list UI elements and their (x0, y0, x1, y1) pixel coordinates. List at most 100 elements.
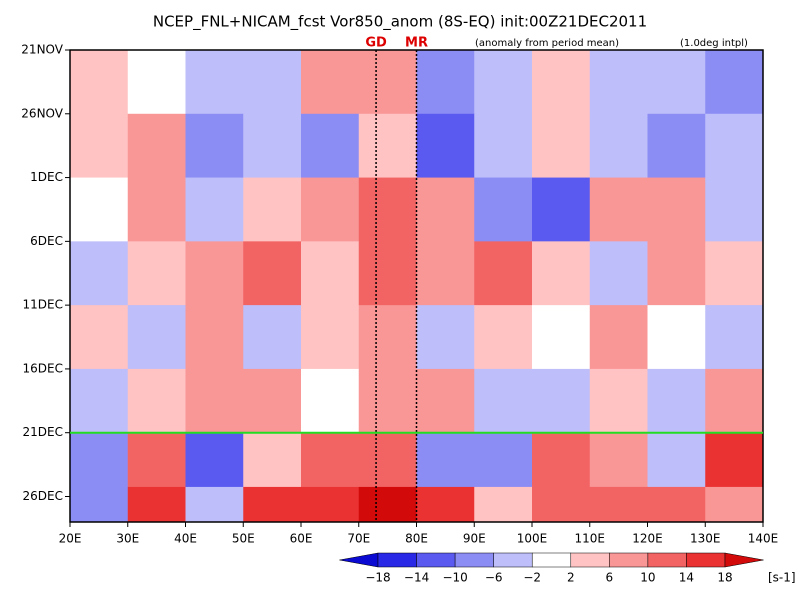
colorbar-label: −2 (523, 571, 541, 585)
x-tick-label: 40E (174, 532, 197, 546)
cell (127, 432, 186, 488)
cell (70, 113, 129, 179)
cell (705, 486, 764, 523)
cell (647, 305, 706, 370)
cell (70, 305, 129, 370)
cell (243, 241, 302, 306)
cell (532, 486, 591, 523)
cell (589, 50, 648, 115)
colorbar-label: 2 (567, 571, 575, 585)
cell (416, 432, 475, 488)
cell (416, 368, 475, 434)
cell (185, 305, 244, 370)
field (70, 50, 764, 523)
cell (243, 368, 302, 434)
y-tick-label: 26NOV (21, 106, 63, 120)
cell (185, 486, 244, 523)
cell (358, 368, 417, 434)
y-tick-label: 16DEC (23, 361, 63, 375)
colorbar-box (570, 552, 610, 568)
cell (70, 368, 129, 434)
y-tick-label: 21NOV (21, 43, 63, 57)
cell (532, 177, 591, 242)
x-tick-label: 120E (632, 532, 663, 546)
x-tick-label: 60E (290, 532, 313, 546)
cell (127, 486, 186, 523)
cell (301, 241, 360, 306)
cell (647, 113, 706, 179)
cell (358, 305, 417, 370)
x-tick-label: 110E (575, 532, 606, 546)
x-tick-label: 30E (116, 532, 139, 546)
colorbar-label: −6 (485, 571, 503, 585)
cell (127, 241, 186, 306)
cell (70, 50, 129, 115)
cell (243, 50, 302, 115)
colorbar-label: 18 (717, 571, 732, 585)
cell (474, 305, 533, 370)
colorbar-box (416, 552, 456, 568)
colorbar-box (377, 552, 417, 568)
cell (243, 113, 302, 179)
cell (185, 368, 244, 434)
colorbar-label: −14 (404, 571, 429, 585)
cell (589, 432, 648, 488)
colorbar-box (647, 552, 687, 568)
colorbar-label: 14 (679, 571, 694, 585)
cell (358, 241, 417, 306)
cell (474, 486, 533, 523)
cell (70, 177, 129, 242)
colorbar-label: 10 (640, 571, 655, 585)
cell (532, 305, 591, 370)
x-tick-label: 140E (748, 532, 779, 546)
cell (416, 241, 475, 306)
cell (185, 177, 244, 242)
cell (647, 368, 706, 434)
colorbar-box (686, 552, 726, 568)
cell (358, 113, 417, 179)
cell (301, 432, 360, 488)
cell (532, 113, 591, 179)
x-tick-label: 130E (690, 532, 721, 546)
cell (185, 432, 244, 488)
cell (243, 486, 302, 523)
y-tick-label: 26DEC (23, 489, 63, 503)
cell (647, 486, 706, 523)
cell (647, 241, 706, 306)
cell (705, 432, 764, 488)
cell (358, 486, 417, 523)
x-tick-label: 70E (347, 532, 370, 546)
cell (647, 432, 706, 488)
colorbar-box (531, 552, 572, 568)
colorbar-arrow (339, 552, 379, 568)
cell (705, 113, 764, 179)
colorbar-arrow (724, 552, 764, 568)
cell (589, 177, 648, 242)
colorbar-box (609, 552, 649, 568)
cell (70, 432, 129, 488)
cell (243, 305, 302, 370)
colorbar-label: −18 (365, 571, 390, 585)
annotation: (1.0deg intpl) (680, 38, 748, 49)
cell (589, 368, 648, 434)
x-tick-label: 100E (517, 532, 548, 546)
cell (705, 368, 764, 434)
cell (705, 50, 764, 115)
colorbar-box (454, 552, 494, 568)
cell (416, 113, 475, 179)
marker-label: MR (405, 36, 428, 51)
colorbar-unit: [s-1] (768, 571, 796, 585)
cell (532, 368, 591, 434)
overlay: GD MR 20E 30E 40E 50E 60E 70E 80E 90E 100E 110E 120E… (21, 36, 778, 546)
cell (358, 432, 417, 488)
y-tick-label: 1DEC (30, 170, 63, 184)
cell (127, 305, 186, 370)
cell (532, 432, 591, 488)
cell (301, 368, 360, 434)
cell (127, 177, 186, 242)
cell (127, 113, 186, 179)
x-tick-label: 50E (232, 532, 255, 546)
marker-label: GD (365, 36, 387, 51)
cell (474, 432, 533, 488)
cell (532, 241, 591, 306)
